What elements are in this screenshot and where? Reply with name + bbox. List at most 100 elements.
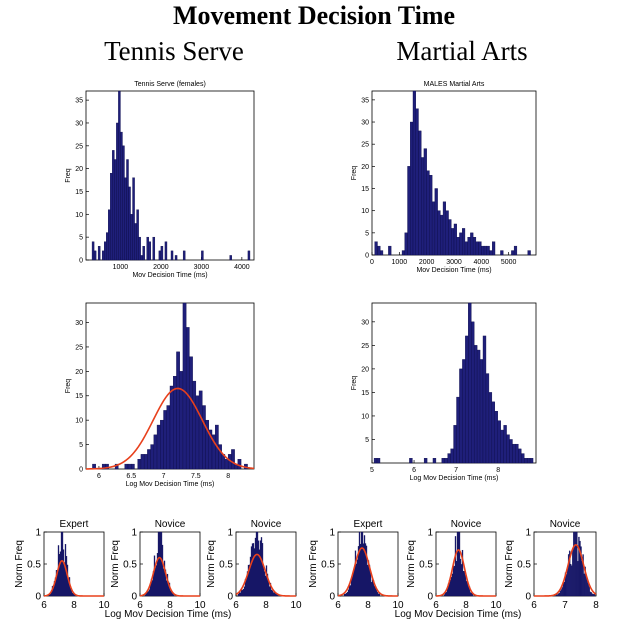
histogram-bar: [118, 90, 121, 261]
histogram-bar: [442, 201, 447, 256]
histogram-bar: [465, 335, 469, 464]
histogram-bar: [489, 250, 493, 256]
histogram-bar: [450, 448, 454, 464]
histogram-bar: [467, 237, 471, 256]
y-tick-label: 20: [361, 366, 369, 373]
y-tick-label: 15: [361, 390, 369, 397]
histogram-bar: [453, 223, 457, 256]
histogram-bar: [66, 564, 69, 597]
histogram-bar: [587, 583, 589, 597]
histogram-bar: [374, 241, 378, 256]
histogram-bar: [140, 255, 143, 261]
x-tick-label: 4000: [474, 259, 490, 266]
histogram-bar: [148, 241, 151, 261]
y-tick-label: 0: [329, 592, 335, 603]
y-tick-label: 15: [75, 393, 83, 400]
histogram-bar: [448, 219, 452, 256]
y-tick-label: 15: [361, 186, 369, 193]
histogram-bar: [432, 458, 437, 464]
x-tick-label: 6: [137, 600, 143, 611]
histogram-bar: [593, 594, 596, 597]
x-tick-label: 5000: [501, 259, 517, 266]
histogram-bar: [142, 246, 145, 261]
x-tick-label: 3000: [446, 259, 462, 266]
x-tick-label: 8: [496, 467, 500, 474]
histogram-bar: [189, 356, 193, 470]
y-tick-label: 25: [361, 343, 369, 350]
y-tick-label: 15: [75, 189, 83, 196]
chart-title: MALES Martial Arts: [424, 81, 485, 88]
histogram-bar: [153, 434, 158, 470]
histogram-bar: [124, 177, 127, 261]
x-tick-label: 1000: [392, 259, 408, 266]
x-axis-label: Log Mov Decision Time (ms): [410, 475, 499, 482]
x-tick-label: 8: [71, 600, 77, 611]
histogram-bar: [127, 463, 132, 470]
histogram-bar: [160, 246, 164, 261]
histogram-bar: [201, 250, 204, 261]
chart-martial-novice-1: 6 8 10 0 0.5 1 Novice Norm Freq: [406, 519, 502, 611]
histogram-bar: [160, 419, 164, 470]
y-tick-label: 10: [361, 208, 369, 215]
y-tick-label: 20: [75, 166, 83, 173]
chart-martial-novice-2: 6 7 8 0 0.5 1 Novice Norm Freq: [504, 519, 599, 611]
histogram-bar: [404, 232, 408, 256]
histogram-bar: [558, 592, 560, 597]
y-tick-label: 30: [75, 120, 83, 127]
bottom-xlabel-martial: Log Mov Decision Time (ms): [395, 609, 522, 620]
histogram-bar: [150, 444, 155, 470]
chart-title: Expert: [60, 519, 89, 530]
y-axis-label: Freq: [65, 168, 72, 183]
histogram-bar: [462, 228, 466, 256]
histogram-bar: [574, 531, 576, 597]
normal-fit-curve: [534, 543, 597, 597]
histogram-bar: [459, 232, 463, 256]
histogram-bar: [445, 210, 449, 256]
x-tick-label: 1000: [113, 264, 129, 271]
x-tick-label: 10: [290, 600, 302, 611]
x-tick-label: 6.5: [126, 473, 136, 480]
chart-title: Expert: [354, 519, 383, 530]
y-tick-label: 0.5: [219, 560, 233, 571]
y-tick-label: 20: [75, 369, 83, 376]
histogram-bar: [462, 359, 466, 464]
histogram-bar: [182, 250, 186, 261]
y-tick-label: 25: [361, 142, 369, 149]
y-tick-label: 1: [525, 528, 531, 539]
histogram-bar: [152, 236, 156, 261]
y-tick-label: 10: [75, 212, 83, 219]
x-tick-label: 10: [194, 600, 206, 611]
histogram-bar: [471, 321, 475, 464]
x-tick-label: 8: [593, 600, 599, 611]
histogram-bar: [110, 173, 113, 261]
histogram-bar: [97, 246, 101, 261]
histogram-bar: [515, 443, 519, 464]
histogram-bar: [388, 245, 392, 256]
chart-title: Tennis Serve (females): [134, 81, 206, 88]
histogram-bar: [494, 411, 498, 464]
histogram-bar: [163, 410, 167, 470]
normal-fit-curve: [235, 553, 296, 597]
x-tick-label: 6: [233, 600, 239, 611]
chart-martial-raw: 0 1000 2000 3000 4000 5000 0 5 10 15 20 25 30 35 MALES…: [351, 81, 537, 274]
y-tick-label: 1: [329, 528, 335, 539]
histogram-bar: [195, 395, 200, 470]
histogram-bar: [560, 589, 563, 597]
histogram-bar: [229, 255, 232, 261]
y-tick-label: 1: [227, 528, 233, 539]
normal-fit-curve: [85, 387, 255, 470]
x-tick-label: 8: [463, 600, 469, 611]
histogram-bar: [563, 581, 566, 597]
histogram-bar: [140, 454, 145, 470]
histogram-bar: [524, 458, 528, 464]
histogram-bar: [557, 593, 559, 597]
y-axis-label: Norm Freq: [14, 540, 25, 588]
x-tick-label: 6: [41, 600, 47, 611]
y-tick-label: 0: [427, 592, 433, 603]
histogram-bar: [573, 531, 575, 597]
x-tick-label: 10: [98, 600, 110, 611]
x-tick-label: 7: [454, 467, 458, 474]
x-tick-label: 2000: [153, 264, 169, 271]
histogram-bar: [176, 351, 180, 470]
histogram-bar: [468, 302, 472, 464]
